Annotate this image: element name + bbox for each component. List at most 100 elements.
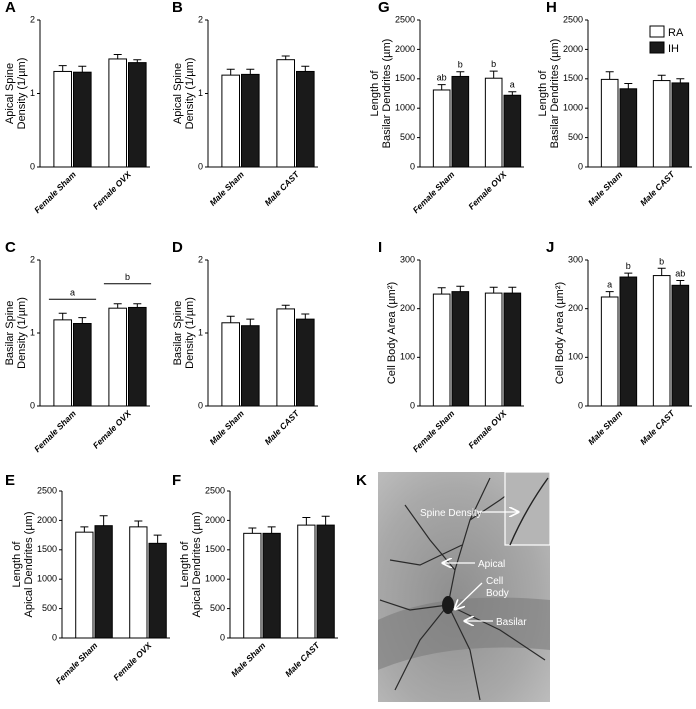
y-tick-label: 100 (568, 352, 583, 362)
bar (73, 323, 92, 407)
panel-letter: H (546, 0, 557, 16)
image-label: Body (486, 588, 509, 599)
y-tick-label: 0 (198, 161, 203, 171)
error-bar (248, 527, 257, 534)
bar (652, 275, 671, 407)
x-tick-label: Male CAST (262, 169, 301, 208)
bar (503, 94, 522, 168)
x-tick-label: Male Sham (229, 640, 268, 679)
y-tick-label: 2500 (563, 14, 583, 24)
y-axis-label: Basilar Spine (172, 301, 184, 366)
significance-label: b (491, 59, 496, 69)
error-bar (78, 317, 87, 324)
x-tick-label: Female OVX (111, 639, 154, 682)
panel: E 0 500 1000 1500 2000 2500 Length of Apical Den… (5, 472, 170, 686)
y-axis-label: Apical Spine (4, 63, 16, 124)
y-axis-label: Length of (179, 541, 191, 588)
y-tick-label: 0 (30, 161, 35, 171)
bar (129, 526, 148, 639)
legend-swatch (649, 41, 665, 54)
panel: G 0 500 1000 1500 2000 2500 Length of Basilar De… (369, 0, 524, 215)
y-tick-label: 2 (30, 14, 35, 24)
y-axis-label: Apical Dendrites (µm) (191, 512, 203, 618)
bar (503, 292, 522, 407)
error-bar (113, 303, 122, 309)
panel: C 0 1 2 Basilar Spine Density (1/µm) Female Sh… (4, 239, 152, 454)
bar (296, 318, 315, 407)
y-tick-label: 500 (400, 132, 415, 142)
x-tick-label: Female OVX (466, 407, 509, 450)
bar (221, 322, 240, 407)
bar (128, 62, 147, 168)
panel-letter: E (5, 472, 15, 489)
legend-label: IH (668, 43, 679, 55)
significance-label: a (607, 280, 612, 290)
bar (432, 89, 451, 168)
x-tick-label: Female OVX (466, 168, 509, 211)
bar (128, 306, 147, 407)
bar (75, 531, 94, 639)
y-axis-label: Density (1/µm) (16, 58, 28, 130)
y-tick-label: 1500 (563, 73, 583, 83)
y-axis-label: Basilar Dendrites (µm) (381, 39, 393, 149)
bar (53, 319, 73, 407)
panel: D 0 1 2 Basilar Spine Density (1/µm) Male Sham… (172, 239, 318, 447)
error-bar (508, 91, 517, 96)
x-tick-label: Male CAST (638, 408, 677, 447)
error-bar (657, 267, 666, 276)
bar (276, 308, 295, 407)
error-bar (302, 516, 311, 526)
x-tick-label: Male Sham (586, 408, 625, 447)
x-tick-label: Female Sham (32, 408, 78, 454)
y-tick-label: 0 (578, 161, 583, 171)
image-label: Basilar (496, 617, 527, 628)
error-bar (133, 303, 142, 308)
panel-letter: J (546, 239, 554, 256)
error-bar (281, 304, 290, 309)
y-tick-label: 200 (400, 303, 415, 313)
y-tick-label: 500 (42, 603, 57, 613)
image-label: Cell (486, 576, 503, 587)
significance-label: ab (675, 268, 685, 278)
x-tick-label: Male Sham (207, 408, 246, 447)
y-tick-label: 0 (30, 400, 35, 410)
y-axis-label: Basilar Spine (4, 301, 16, 366)
bar (451, 291, 470, 407)
error-bar (246, 318, 255, 326)
panel: I 0 100 200 300 Cell Body Area (µm²) Female Sh… (378, 239, 524, 454)
group-label: a (70, 287, 75, 297)
error-bar (78, 65, 87, 73)
panel: H 0 500 1000 1500 2000 2500 Length of Basilar De… (537, 0, 692, 208)
bar (451, 75, 470, 168)
error-bar (489, 70, 498, 79)
legend-label: RA (668, 27, 684, 39)
panel: A 0 1 2 Apical Spine Density (1/µm) Female Sha… (4, 0, 150, 215)
error-bar (133, 59, 142, 63)
x-tick-label: Female Sham (411, 408, 457, 454)
y-tick-label: 100 (400, 352, 415, 362)
y-tick-label: 1500 (205, 544, 225, 554)
bar (108, 307, 128, 407)
panel-letter: I (378, 239, 382, 256)
group-label: b (125, 272, 130, 282)
error-bar (437, 287, 446, 295)
y-tick-label: 200 (568, 303, 583, 313)
y-tick-label: 300 (400, 254, 415, 264)
y-axis-label: Apical Spine (172, 63, 184, 124)
panel-letter: K (356, 472, 367, 489)
image-label: Spine Density (420, 508, 482, 519)
bar (671, 284, 690, 407)
error-bar (113, 54, 122, 59)
panel-letter: C (5, 239, 16, 256)
bar (53, 70, 73, 168)
y-tick-label: 1 (198, 88, 203, 98)
panel-letter: D (172, 239, 183, 256)
bar (484, 77, 503, 168)
panel-letter: G (378, 0, 390, 16)
x-tick-label: Female Sham (32, 169, 78, 215)
bar (243, 532, 262, 639)
x-tick-label: Male CAST (638, 169, 677, 208)
bar (619, 276, 638, 407)
y-tick-label: 500 (210, 603, 225, 613)
y-tick-label: 2000 (395, 44, 415, 54)
